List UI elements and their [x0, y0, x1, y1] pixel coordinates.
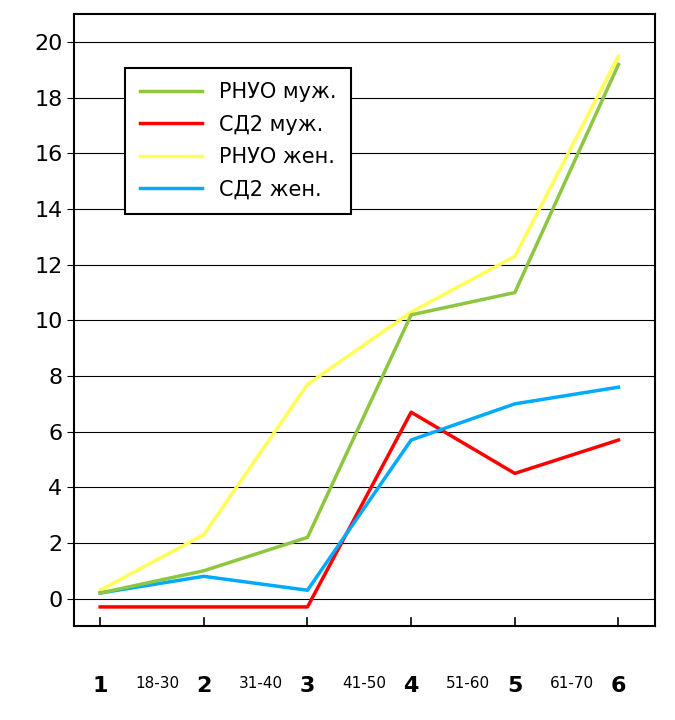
СД2 муж.: [614, 436, 622, 444]
Text: 18-30: 18-30: [135, 677, 180, 691]
Text: 5: 5: [507, 677, 522, 696]
СД2 муж.: [200, 603, 208, 611]
СД2 жен.: [304, 586, 312, 595]
Text: 1: 1: [92, 677, 108, 696]
СД2 муж.: [511, 469, 519, 478]
СД2 жен.: [614, 383, 622, 392]
РНУО жен.: [304, 380, 312, 389]
Line: РНУО муж.: РНУО муж.: [100, 65, 618, 593]
РНУО муж.: [96, 589, 104, 598]
Text: 41-50: 41-50: [342, 677, 387, 691]
РНУО жен.: [614, 52, 622, 60]
СД2 жен.: [511, 400, 519, 408]
Text: 3: 3: [300, 677, 315, 696]
Text: 51-60: 51-60: [446, 677, 490, 691]
РНУО муж.: [511, 288, 519, 297]
СД2 жен.: [200, 572, 208, 580]
Line: СД2 жен.: СД2 жен.: [100, 387, 618, 593]
Text: 4: 4: [404, 677, 418, 696]
СД2 муж.: [96, 603, 104, 611]
Line: СД2 муж.: СД2 муж.: [100, 412, 618, 607]
Line: РНУО жен.: РНУО жен.: [100, 56, 618, 590]
РНУО муж.: [304, 533, 312, 541]
Text: 31-40: 31-40: [239, 677, 283, 691]
Text: 61-70: 61-70: [549, 677, 594, 691]
СД2 жен.: [96, 589, 104, 598]
СД2 жен.: [407, 436, 415, 444]
РНУО жен.: [407, 307, 415, 316]
СД2 муж.: [304, 603, 312, 611]
Text: 6: 6: [611, 677, 626, 696]
РНУО муж.: [407, 310, 415, 319]
РНУО жен.: [96, 586, 104, 595]
СД2 муж.: [407, 408, 415, 416]
РНУО муж.: [614, 60, 622, 69]
РНУО жен.: [511, 252, 519, 261]
Text: 2: 2: [196, 677, 211, 696]
Legend: РНУО муж., СД2 муж., РНУО жен., СД2 жен.: РНУО муж., СД2 муж., РНУО жен., СД2 жен.: [126, 68, 351, 215]
РНУО муж.: [200, 567, 208, 575]
РНУО жен.: [200, 530, 208, 539]
